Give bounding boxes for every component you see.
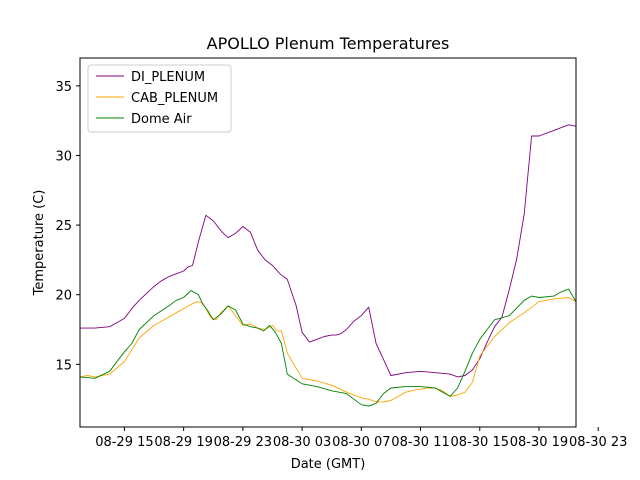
legend-box: [87, 64, 232, 133]
series-line-dome-air: [80, 288, 576, 407]
x-tick-label: 08-30 11: [391, 435, 449, 450]
chart-title: APOLLO Plenum Temperatures: [207, 34, 450, 53]
y-tick-label: 25: [55, 219, 72, 234]
x-axis: 08-29 15 08-29 19 08-29 23 08-30 03 08-30 07…: [95, 427, 627, 450]
y-tick-label: 30: [55, 149, 72, 164]
axes-frame: [79, 57, 577, 428]
y-tick-label: 20: [55, 289, 72, 304]
y-tick-label: 15: [55, 358, 72, 373]
x-tick-label: 08-30 23: [569, 435, 627, 450]
y-axis-label: Temperature (C): [32, 190, 47, 297]
x-tick-label: 08-30 07: [332, 435, 390, 450]
legend-entry-label: CAB_PLENUM: [131, 91, 218, 106]
x-tick-label: 08-29 15: [95, 435, 153, 450]
plot-area: [80, 124, 576, 407]
x-tick-label: 08-30 15: [451, 435, 509, 450]
legend: DI_PLENUM CAB_PLENUM Dome Air: [87, 64, 232, 133]
x-tick-label: 08-30 19: [510, 435, 568, 450]
x-tick-label: 08-29 23: [214, 435, 272, 450]
series-line-di-plenum: [80, 124, 576, 378]
y-axis: 15 20 25 30 35: [55, 80, 80, 373]
x-axis-label: Date (GMT): [291, 457, 366, 472]
legend-entry-label: DI_PLENUM: [131, 70, 205, 85]
x-tick-label: 08-30 03: [273, 435, 331, 450]
x-tick-label: 08-29 19: [154, 435, 212, 450]
legend-entry-label: Dome Air: [131, 112, 192, 127]
series-line-cab-plenum: [80, 297, 576, 403]
y-tick-label: 35: [55, 80, 72, 95]
